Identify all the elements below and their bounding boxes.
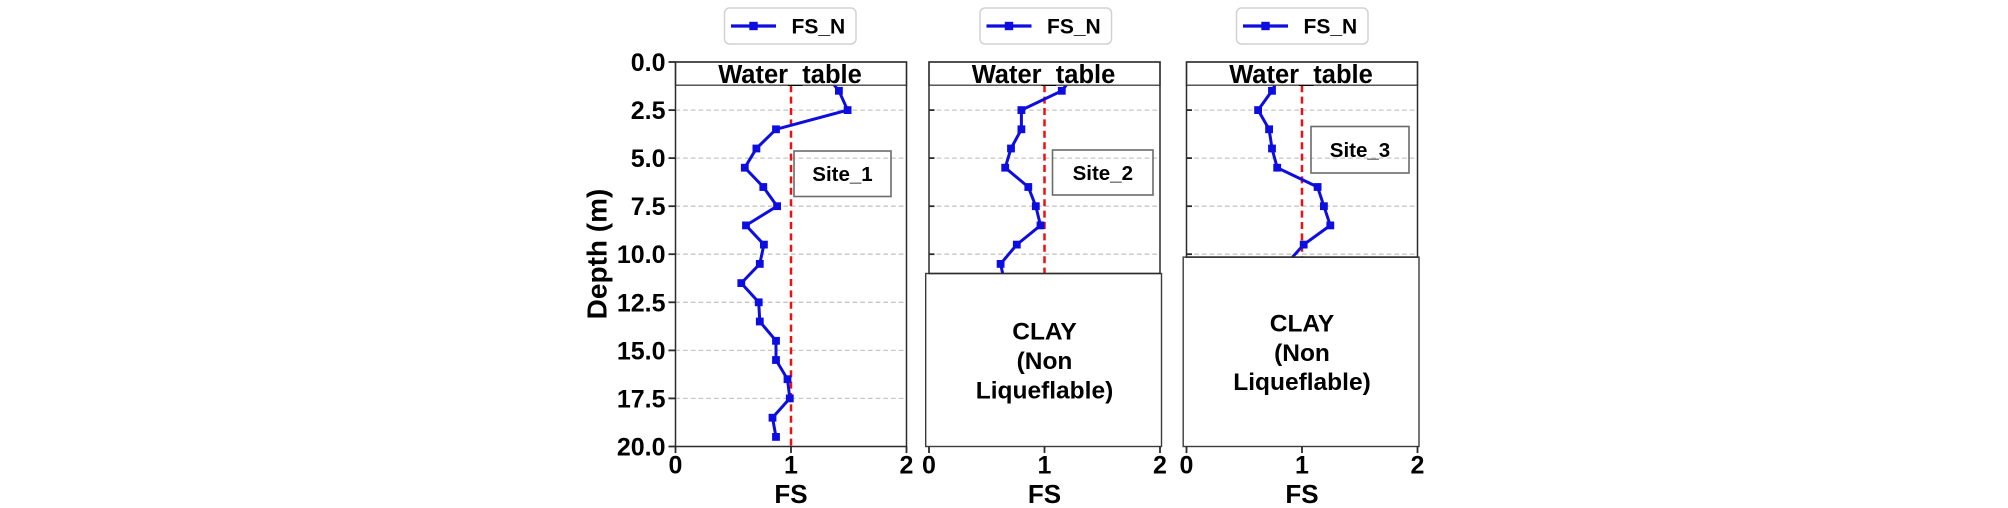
svg-text:CLAY: CLAY [1012, 319, 1076, 346]
svg-text:0: 0 [1180, 452, 1194, 480]
svg-text:10.0: 10.0 [617, 241, 666, 269]
svg-text:17.5: 17.5 [617, 385, 666, 413]
svg-text:FS_N: FS_N [792, 16, 846, 39]
svg-text:FS_N: FS_N [1304, 16, 1358, 39]
svg-text:Water_table: Water_table [1229, 61, 1373, 89]
svg-text:Site_3: Site_3 [1330, 139, 1390, 162]
svg-text:12.5: 12.5 [617, 289, 666, 317]
svg-text:0: 0 [669, 452, 683, 480]
svg-text:7.5: 7.5 [631, 193, 666, 221]
svg-text:Water_table: Water_table [972, 61, 1116, 89]
svg-text:(Non: (Non [1274, 340, 1330, 367]
svg-text:FS: FS [1285, 479, 1318, 508]
svg-text:FS: FS [774, 479, 807, 508]
svg-text:15.0: 15.0 [617, 337, 666, 365]
svg-text:Site_1: Site_1 [812, 163, 872, 186]
svg-text:5.0: 5.0 [631, 145, 666, 173]
svg-text:1: 1 [1295, 452, 1309, 480]
svg-text:Liqueflable): Liqueflable) [976, 377, 1113, 404]
svg-text:FS: FS [1028, 479, 1061, 508]
svg-text:Site_2: Site_2 [1073, 162, 1133, 185]
svg-text:0: 0 [922, 452, 936, 480]
svg-text:2: 2 [1411, 452, 1425, 480]
svg-text:2: 2 [900, 452, 914, 480]
svg-text:Water_table: Water_table [718, 61, 862, 89]
svg-text:CLAY: CLAY [1270, 310, 1334, 337]
svg-text:Liqueflable): Liqueflable) [1233, 369, 1370, 396]
svg-text:2.5: 2.5 [631, 97, 666, 125]
svg-text:2: 2 [1153, 452, 1167, 480]
svg-text:1: 1 [784, 452, 798, 480]
svg-text:0.0: 0.0 [631, 49, 666, 77]
svg-text:20.0: 20.0 [617, 434, 666, 462]
svg-text:Depth (m): Depth (m) [582, 189, 613, 320]
svg-text:FS_N: FS_N [1047, 16, 1101, 39]
svg-text:1: 1 [1038, 452, 1052, 480]
svg-text:(Non: (Non [1017, 348, 1073, 375]
